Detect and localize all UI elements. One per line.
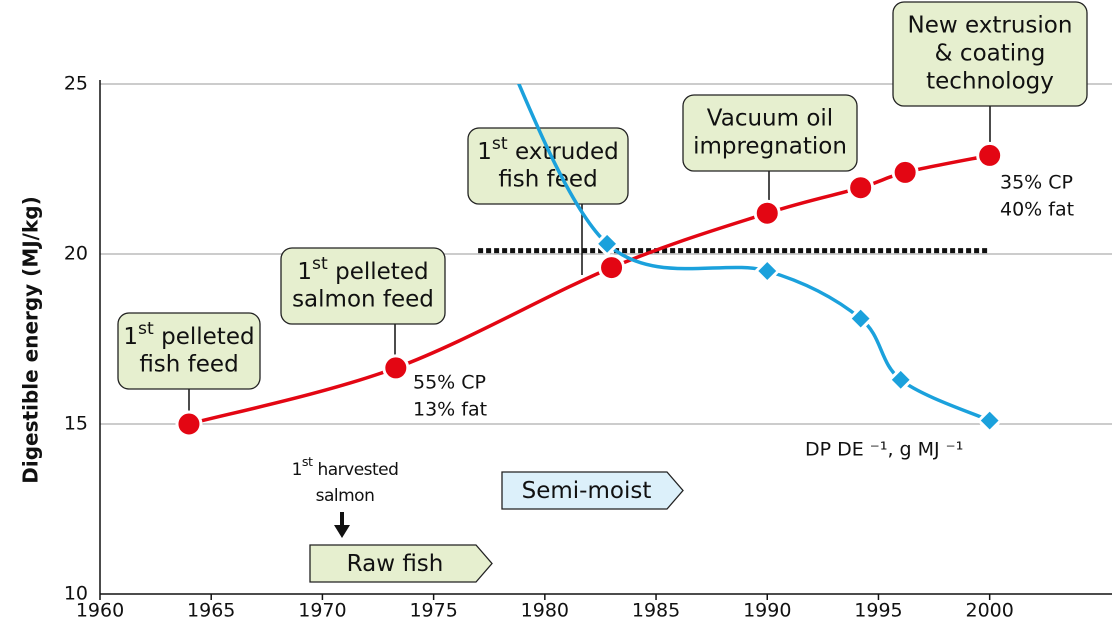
y-tick-label: 10 <box>64 583 88 605</box>
point <box>976 141 1004 169</box>
note: 13% fat <box>413 399 487 421</box>
x-tick-label: 1995 <box>854 600 902 622</box>
note: 55% CP <box>413 372 486 394</box>
harvest-note: 1st harvested <box>292 455 399 481</box>
x-tick-label: 1980 <box>521 600 569 622</box>
x-tick-label: 1960 <box>76 600 124 622</box>
x-tick-label: 1970 <box>298 600 346 622</box>
callout-text: 1st pelleted <box>297 254 428 285</box>
point <box>382 354 410 382</box>
x-tick-label: 2000 <box>965 600 1013 622</box>
note: 40% fat <box>1000 199 1074 221</box>
phase-label: Raw fish <box>347 551 444 577</box>
callout-box <box>682 94 858 172</box>
callout-text: technology <box>926 69 1054 95</box>
note: 35% CP <box>1000 172 1073 194</box>
callout-text: Vacuum oil <box>707 106 833 132</box>
y-axis-label: Digestible energy (MJ/kg) <box>19 196 43 483</box>
x-tick-label: 1965 <box>187 600 235 622</box>
y-tick-label: 25 <box>64 73 88 95</box>
callout-box <box>117 312 261 390</box>
callout-text: 1st pelleted <box>123 319 254 350</box>
harvest-note: salmon <box>316 486 375 506</box>
point <box>847 174 875 202</box>
y-tick-label: 20 <box>64 243 88 265</box>
point <box>753 199 781 227</box>
x-tick-label: 1975 <box>409 600 457 622</box>
callout-text: New extrusion <box>908 13 1073 39</box>
callout-text: salmon feed <box>292 287 434 313</box>
callout-text: & coating <box>935 41 1046 67</box>
callout-text: fish feed <box>139 352 238 378</box>
callout-box <box>467 127 629 205</box>
arrow-head <box>334 525 350 538</box>
callout-text: impregnation <box>693 134 847 160</box>
point <box>887 366 914 393</box>
x-tick-label: 1990 <box>743 600 791 622</box>
callout-text: fish feed <box>498 167 597 193</box>
callout-box <box>280 247 446 325</box>
point <box>598 254 626 282</box>
phase-arrow <box>501 471 684 510</box>
point <box>847 305 874 332</box>
callout-text: 1st extruded <box>477 134 618 165</box>
note: DP DE ⁻¹, g MJ ⁻¹ <box>805 439 963 461</box>
point <box>891 158 919 186</box>
phase-arrow <box>309 544 493 583</box>
point <box>593 230 621 257</box>
y-tick-label: 15 <box>64 413 88 435</box>
point <box>976 407 1003 434</box>
point <box>175 410 203 438</box>
point <box>754 257 781 285</box>
x-tick-label: 1985 <box>632 600 680 622</box>
phase-label: Semi-moist <box>522 478 652 504</box>
callout-box <box>892 1 1088 107</box>
